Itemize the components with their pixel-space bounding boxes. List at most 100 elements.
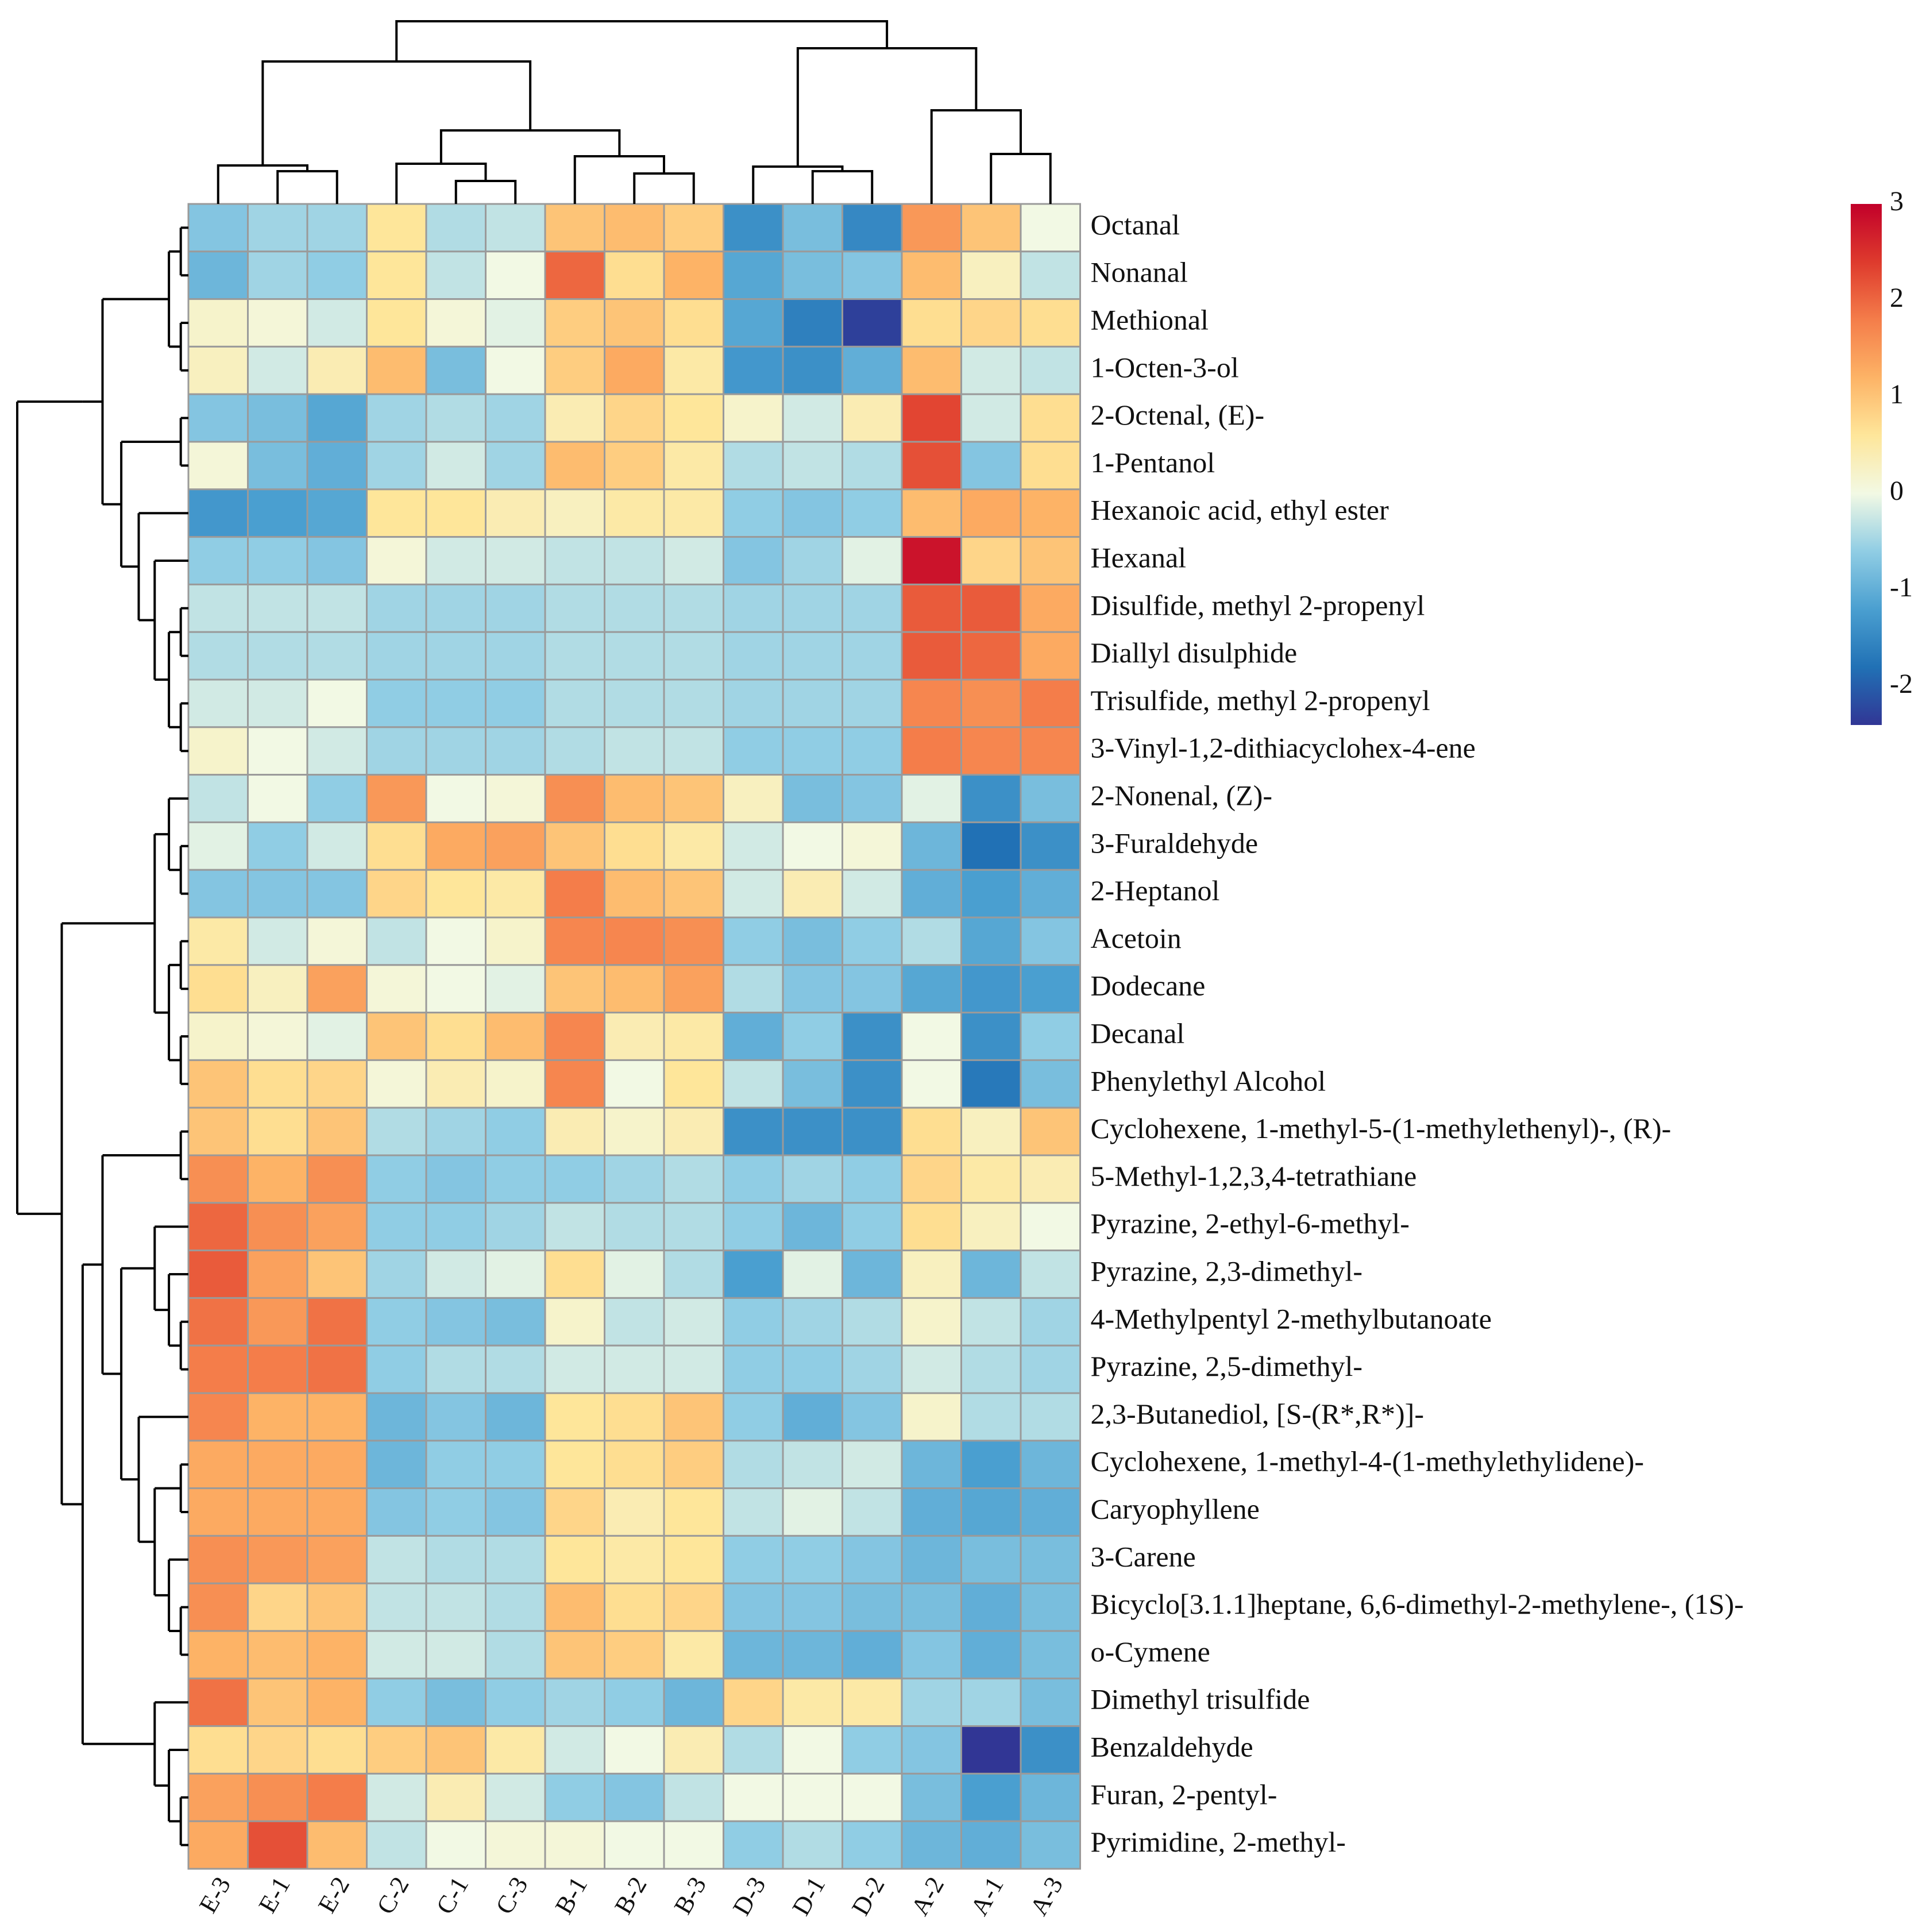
column-label: B-2: [609, 1872, 652, 1919]
color-scale-bar: [1851, 204, 1882, 725]
heatmap-cell: [544, 441, 605, 491]
heatmap-cell: [723, 536, 784, 585]
dendrogram-branch: [573, 155, 665, 204]
heatmap-cell: [306, 869, 368, 919]
heatmap-cell: [366, 1725, 427, 1775]
row-label: Nonanal: [1091, 256, 1188, 288]
heatmap-cell: [306, 1820, 368, 1870]
heatmap-cell: [604, 583, 665, 633]
dendrogram-branch: [276, 170, 338, 204]
heatmap-cell: [425, 1154, 487, 1204]
row-label: Pyrazine, 2,3-dimethyl-: [1091, 1255, 1363, 1287]
heatmap-cell: [544, 536, 605, 585]
heatmap-cell: [247, 583, 308, 633]
heatmap-cell: [901, 1725, 962, 1775]
row-label: Benzaldehyde: [1091, 1730, 1253, 1763]
heatmap-cell: [187, 1725, 249, 1775]
heatmap-cell: [1020, 726, 1081, 776]
heatmap-cell: [544, 1772, 605, 1822]
row-label: Hexanoic acid, ethyl ester: [1091, 494, 1389, 526]
heatmap-cell: [663, 726, 724, 776]
heatmap-cell: [842, 536, 903, 585]
heatmap-cell: [485, 1440, 546, 1490]
dendrogram-branch: [153, 560, 188, 681]
heatmap-cell: [485, 1392, 546, 1442]
heatmap-cell: [723, 1344, 784, 1394]
column-label: E-3: [194, 1872, 236, 1918]
heatmap-cell: [782, 1154, 843, 1204]
dendrogram-branch: [179, 1796, 188, 1846]
heatmap-cell: [842, 1297, 903, 1347]
heatmap-cell: [1020, 631, 1081, 681]
column-label: A-1: [965, 1872, 1009, 1921]
heatmap-cell: [544, 393, 605, 443]
heatmap-cell: [187, 298, 249, 348]
dendrogram-branch: [439, 129, 621, 164]
heatmap-cell: [723, 583, 784, 633]
heatmap-cell: [425, 1582, 487, 1632]
heatmap-cell: [544, 1582, 605, 1632]
heatmap-cell: [187, 1440, 249, 1490]
heatmap-cell: [842, 1725, 903, 1775]
heatmap-cell: [901, 1392, 962, 1442]
heatmap-cell: [663, 1582, 724, 1632]
dendrogram-branch: [930, 109, 1022, 204]
heatmap-cell: [366, 536, 427, 585]
heatmap-cell: [425, 1534, 487, 1584]
heatmap-cell: [485, 1534, 546, 1584]
row-labels: Octanal Nonanal Methional 1-Octen-3-ol 2-Oct…: [1091, 209, 1744, 1858]
heatmap-cell: [663, 678, 724, 728]
heatmap-cell: [960, 1202, 1022, 1252]
heatmap-cell: [425, 1202, 487, 1252]
heatmap-cell: [604, 1630, 665, 1680]
heatmap-cell: [604, 631, 665, 681]
heatmap-cell: [247, 250, 308, 300]
heatmap-cell: [306, 1630, 368, 1680]
heatmap-cell: [366, 1440, 427, 1490]
heatmap-cell: [901, 298, 962, 348]
heatmap-cell: [960, 1297, 1022, 1347]
heatmap-cell: [1020, 964, 1081, 1014]
heatmap-cell: [1020, 298, 1081, 348]
heatmap-cell: [1020, 536, 1081, 585]
heatmap-cell: [366, 1392, 427, 1442]
heatmap-cell: [306, 583, 368, 633]
heatmap-cell: [723, 1297, 784, 1347]
heatmap-cell: [960, 1440, 1022, 1490]
heatmap-cell: [782, 631, 843, 681]
heatmap-cell: [247, 1820, 308, 1870]
heatmap-cell: [901, 678, 962, 728]
heatmap-cell: [782, 203, 843, 253]
heatmap-cell: [1020, 1534, 1081, 1584]
heatmap-cell: [187, 441, 249, 491]
heatmap-cell: [485, 298, 546, 348]
heatmap-cell: [366, 393, 427, 443]
heatmap-cell: [723, 1202, 784, 1252]
heatmap-cell: [901, 203, 962, 253]
heatmap-cell: [604, 1297, 665, 1347]
heatmap-cell: [366, 441, 427, 491]
heatmap-cell: [901, 1820, 962, 1870]
column-label: D-2: [846, 1872, 890, 1921]
heatmap-cell: [604, 964, 665, 1014]
row-label: 3-Furaldehyde: [1091, 827, 1259, 859]
heatmap-cell: [1020, 1344, 1081, 1394]
column-label: E-2: [312, 1872, 355, 1918]
heatmap-cell: [425, 1250, 487, 1299]
row-label: Furan, 2-pentyl-: [1091, 1778, 1277, 1810]
heatmap-cell: [544, 1202, 605, 1252]
heatmap-cell: [306, 1678, 368, 1727]
row-label: o-Cymene: [1091, 1636, 1210, 1668]
heatmap-cell: [544, 821, 605, 871]
dendrogram-branch: [179, 1463, 188, 1513]
dendrogram-branch: [811, 170, 874, 204]
heatmap-cell: [901, 916, 962, 966]
heatmap-cell: [187, 583, 249, 633]
heatmap-cell: [366, 1534, 427, 1584]
heatmap-cell: [306, 1297, 368, 1347]
heatmap-cell: [485, 821, 546, 871]
heatmap-cell: [901, 583, 962, 633]
heatmap-cell: [723, 1820, 784, 1870]
heatmap-cell: [901, 1344, 962, 1394]
heatmap-cell: [485, 1297, 546, 1347]
